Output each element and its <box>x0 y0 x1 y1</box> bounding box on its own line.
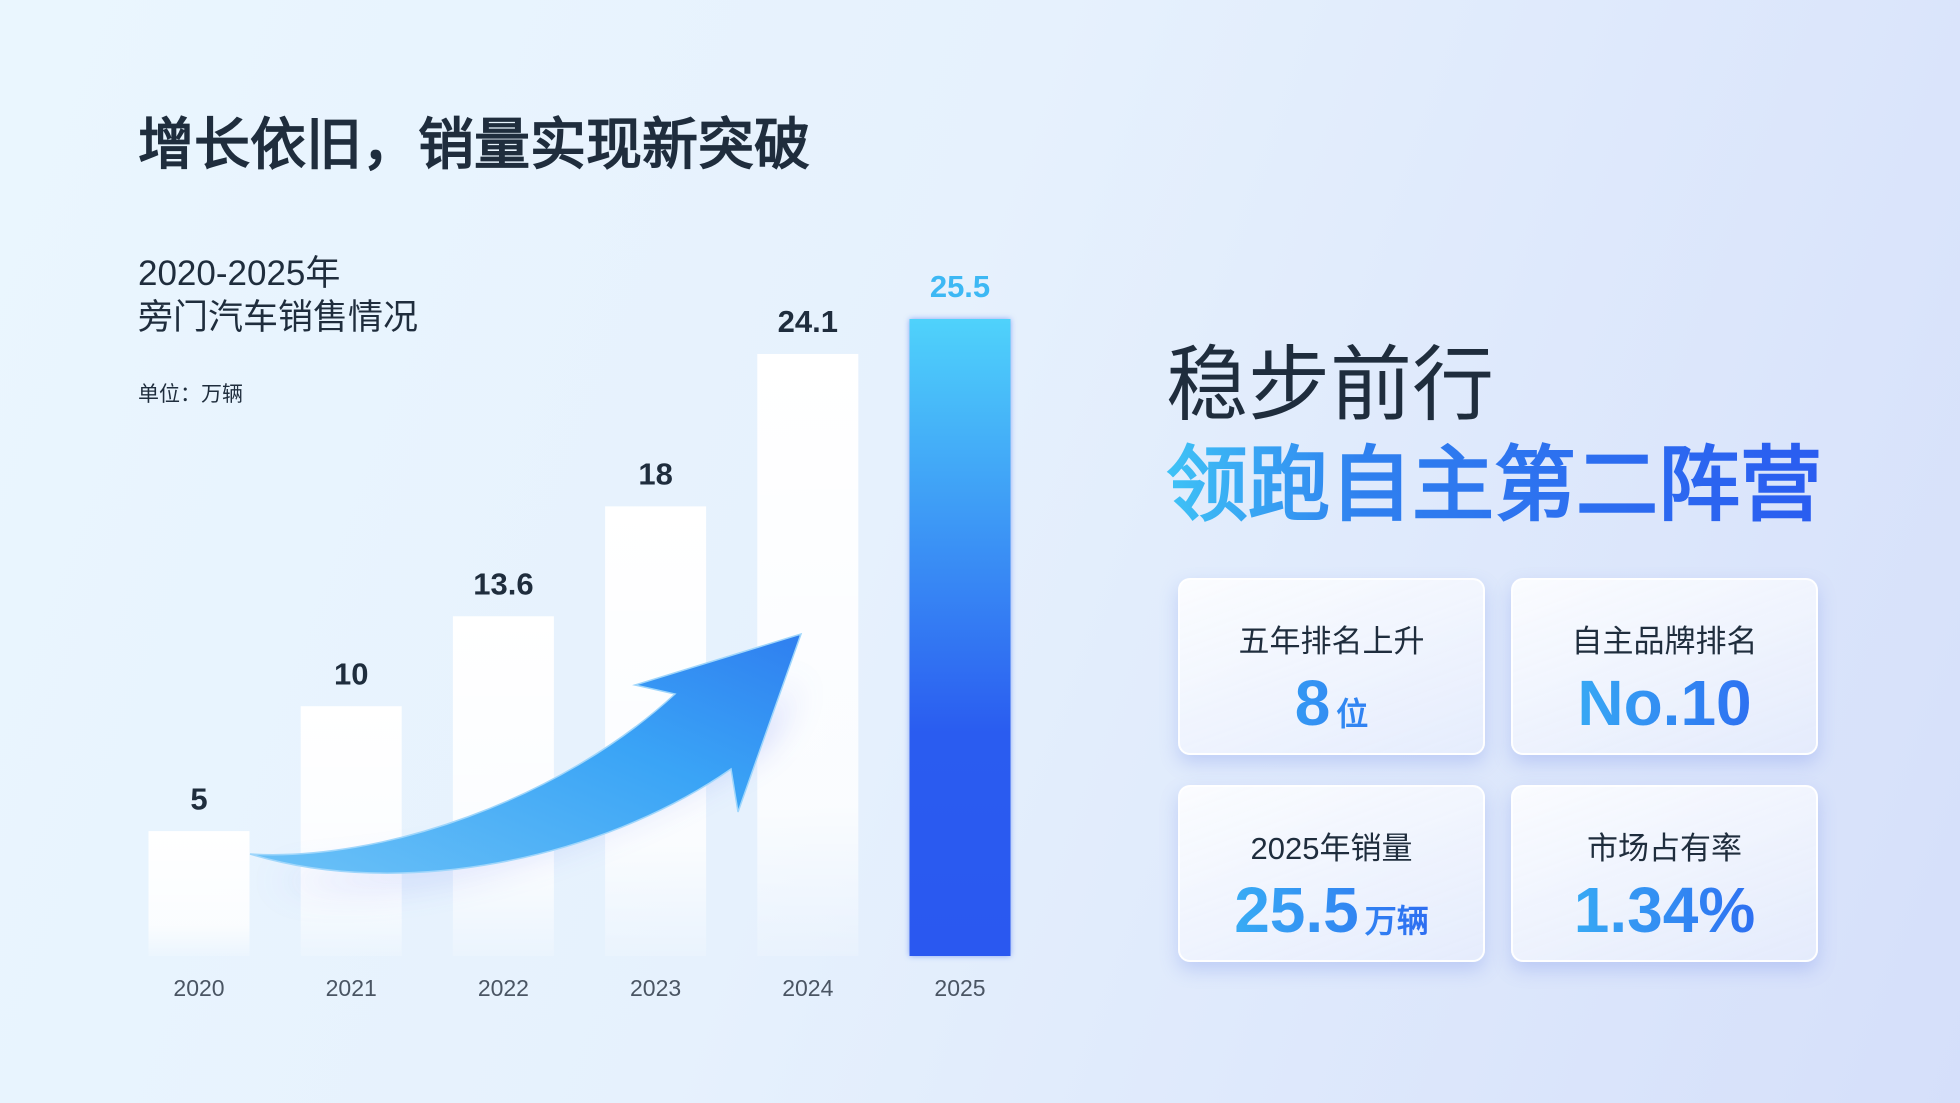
stat-label: 市场占有率 <box>1587 831 1742 866</box>
value-label: 24.1 <box>778 304 838 339</box>
value-label: 10 <box>334 656 368 691</box>
chart-title-block: 2020-2025年 旁门汽车销售情况 <box>138 252 418 340</box>
x-tick-label: 2022 <box>478 975 529 1001</box>
stat-label: 自主品牌排名 <box>1571 624 1758 659</box>
arrow <box>249 632 803 874</box>
x-tick-label: 2025 <box>934 975 985 1001</box>
chart-subtitle: 旁门汽车销售情况 <box>138 298 419 337</box>
x-tick-label: 2021 <box>326 975 377 1001</box>
headline-2: 领跑自主第二阵营 <box>1166 418 1822 537</box>
value-label: 13.6 <box>473 566 533 601</box>
x-tick-label: 2020 <box>173 975 224 1001</box>
stat-number: 8 <box>1294 667 1331 739</box>
bar <box>300 706 402 956</box>
value-label: 18 <box>638 457 672 492</box>
chart-title: 2020-2025年 <box>138 254 341 293</box>
trend-arrow <box>249 632 803 884</box>
value-label: 25.5 <box>930 269 990 304</box>
stat-card: 五年排名上升 8 位 <box>1178 578 1485 755</box>
bar <box>909 319 1011 956</box>
value-label: 5 <box>190 781 207 816</box>
stat-number: No.10 <box>1577 667 1752 739</box>
stat-card: 自主品牌排名 No.10 <box>1511 578 1818 755</box>
x-tick-label: 2023 <box>630 975 681 1001</box>
bars <box>148 319 1011 956</box>
x-tick-label: 2024 <box>782 975 833 1001</box>
headline-1: 稳步前行 <box>1166 340 1495 431</box>
unit-label: 单位：万辆 <box>138 383 243 406</box>
stat-number: 25.5 <box>1234 874 1359 946</box>
stat-label: 五年排名上升 <box>1238 624 1425 659</box>
stat-card: 市场占有率 1.34% <box>1511 785 1818 962</box>
stat-card: 2025年销量 25.5 万辆 <box>1178 785 1485 962</box>
stat-value: No.10 <box>1513 665 1816 741</box>
stat-label: 2025年销量 <box>1250 831 1413 866</box>
stat-value: 25.5 万辆 <box>1180 872 1483 959</box>
stat-value: 1.34% <box>1513 872 1816 948</box>
bar <box>452 616 554 956</box>
bar <box>148 831 250 956</box>
stat-unit: 万辆 <box>1364 903 1429 939</box>
stat-unit: 位 <box>1336 696 1369 732</box>
stat-number: 1.34% <box>1573 874 1756 946</box>
slide-title: 增长依旧，销量实现新突破 <box>138 113 810 176</box>
